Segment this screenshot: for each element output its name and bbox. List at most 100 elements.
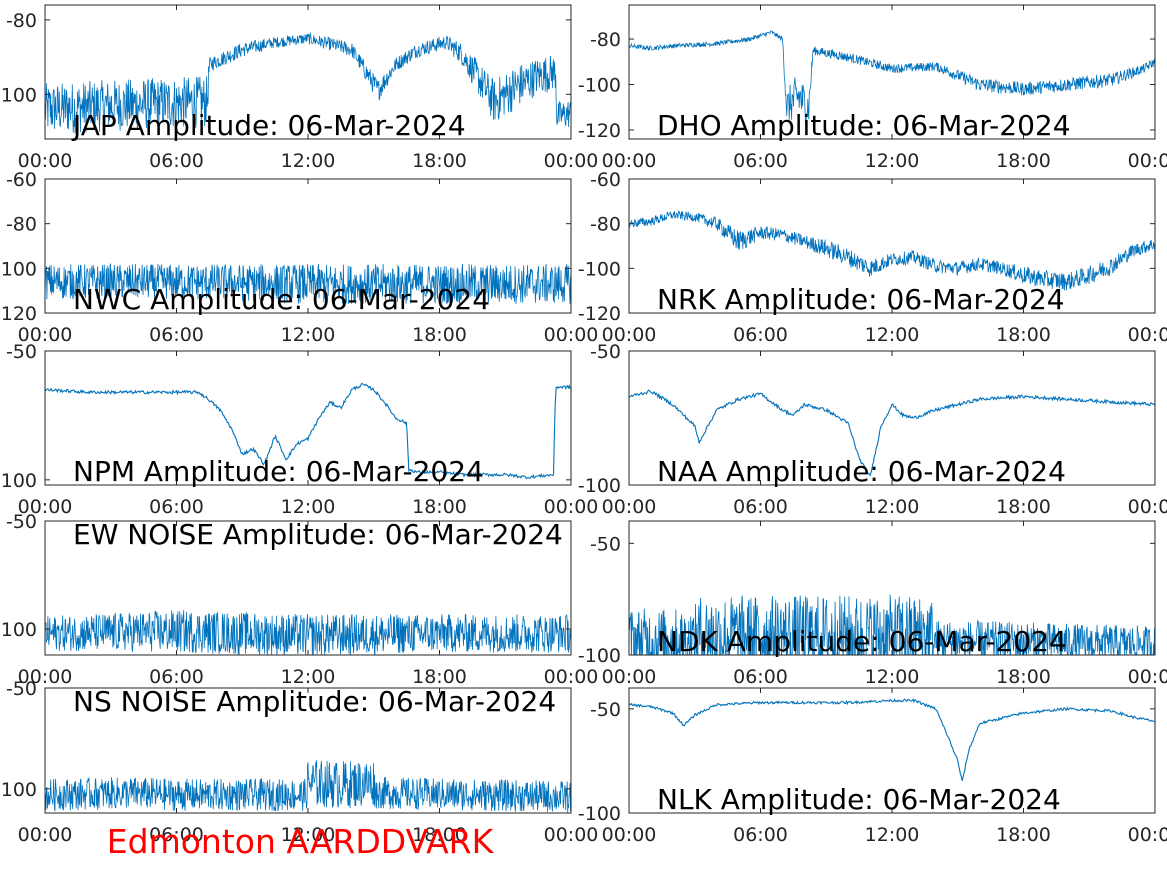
panel-title: JAP Amplitude: 06-Mar-2024 xyxy=(71,109,466,142)
x-tick-label: 12:00 xyxy=(281,324,336,346)
x-tick-label: 12:00 xyxy=(865,496,920,518)
x-tick-label: 00:00 xyxy=(602,824,657,846)
x-tick-label: 00:00 xyxy=(18,824,73,846)
x-tick-label: 00:00 xyxy=(602,150,657,172)
panel-title: NPM Amplitude: 06-Mar-2024 xyxy=(73,455,484,488)
x-tick-label: 18:00 xyxy=(412,150,467,172)
x-tick-label: 00:00 xyxy=(544,150,599,172)
y-tick-label: 100 xyxy=(1,84,37,106)
data-line xyxy=(629,698,1155,781)
data-line xyxy=(45,610,571,655)
x-tick-label: 00:00 xyxy=(602,496,657,518)
x-tick-label: 00:00 xyxy=(18,324,73,346)
x-tick-label: 06:00 xyxy=(149,324,204,346)
x-tick-label: 00:00 xyxy=(1128,666,1167,688)
panel-title: NDK Amplitude: 06-Mar-2024 xyxy=(657,625,1067,658)
y-tick-label: -100 xyxy=(578,258,621,280)
x-tick-label: 18:00 xyxy=(996,824,1051,846)
x-tick-label: 00:00 xyxy=(544,666,599,688)
x-tick-label: 12:00 xyxy=(865,824,920,846)
data-line xyxy=(629,389,1155,477)
panel-title: NWC Amplitude: 06-Mar-2024 xyxy=(73,283,490,316)
panel-title: NAA Amplitude: 06-Mar-2024 xyxy=(657,455,1066,488)
data-line xyxy=(45,262,571,305)
y-tick-label: 120 xyxy=(1,303,37,325)
x-tick-label: 12:00 xyxy=(865,324,920,346)
x-tick-label: 00:00 xyxy=(1128,150,1167,172)
x-tick-label: 18:00 xyxy=(412,324,467,346)
y-tick-label: -120 xyxy=(578,303,621,325)
panel-title: EW NOISE Amplitude: 06-Mar-2024 xyxy=(73,518,563,551)
x-tick-label: 00:00 xyxy=(544,824,599,846)
y-tick-label: -100 xyxy=(578,475,621,497)
station-label: Edmonton AARDDVARK xyxy=(107,822,495,861)
x-tick-label: 12:00 xyxy=(281,666,336,688)
x-tick-label: 18:00 xyxy=(412,824,467,846)
x-tick-label: 06:00 xyxy=(149,150,204,172)
x-tick-label: 18:00 xyxy=(996,496,1051,518)
x-tick-label: 00:00 xyxy=(602,324,657,346)
y-tick-label: -120 xyxy=(578,120,621,142)
x-tick-label: 00:00 xyxy=(1128,824,1167,846)
data-line xyxy=(629,210,1155,291)
x-tick-label: 06:00 xyxy=(733,666,788,688)
panel-nlk: 00:00 06:00 12:00 18:00 00:00 -50 -100 NLK Ampl… xyxy=(578,687,1167,846)
x-tick-label: 06:00 xyxy=(149,824,204,846)
panel-nwc: 00:00 06:00 12:00 18:00 00:00 -60 -80 100 120 NWC… xyxy=(1,169,599,346)
x-tick-label: 00:00 xyxy=(18,496,73,518)
x-tick-label: 00:00 xyxy=(544,496,599,518)
panel-nrk: 00:00 06:00 12:00 18:00 00:00 -60 -80 -100 -120 N… xyxy=(578,169,1167,346)
x-tick-label: 00:00 xyxy=(1128,324,1167,346)
y-tick-label: -50 xyxy=(6,678,37,700)
y-tick-label: -50 xyxy=(6,511,37,533)
x-tick-label: 18:00 xyxy=(996,324,1051,346)
x-tick-label: 00:00 xyxy=(602,666,657,688)
x-tick-label: 00:00 xyxy=(1128,496,1167,518)
data-line xyxy=(629,594,1155,655)
x-tick-label: 12:00 xyxy=(281,824,336,846)
panel-ndk: 00:00 06:00 12:00 18:00 00:00 -50 -100 NDK Ampl… xyxy=(578,520,1167,688)
x-tick-label: 12:00 xyxy=(865,666,920,688)
y-tick-label: 100 xyxy=(1,258,37,280)
x-tick-label: 12:00 xyxy=(281,496,336,518)
x-tick-label: 18:00 xyxy=(996,150,1051,172)
y-tick-label: -60 xyxy=(6,169,37,191)
y-tick-label: -100 xyxy=(578,74,621,96)
x-tick-label: 06:00 xyxy=(733,324,788,346)
y-tick-label: -50 xyxy=(590,699,621,721)
y-tick-label: -100 xyxy=(578,645,621,667)
x-tick-label: 12:00 xyxy=(865,150,920,172)
panel-naa: 00:00 06:00 12:00 18:00 00:00 -50 -100 NAA Ampl… xyxy=(578,341,1167,518)
x-tick-label: 06:00 xyxy=(733,824,788,846)
x-tick-label: 00:00 xyxy=(18,150,73,172)
y-tick-label: -50 xyxy=(6,341,37,363)
panel-title: DHO Amplitude: 06-Mar-2024 xyxy=(657,109,1071,142)
x-tick-label: 06:00 xyxy=(733,496,788,518)
y-tick-label: -60 xyxy=(590,169,621,191)
y-tick-label: 100 xyxy=(1,619,37,641)
x-tick-label: 06:00 xyxy=(149,496,204,518)
x-tick-label: 12:00 xyxy=(281,150,336,172)
panel-title: NS NOISE Amplitude: 06-Mar-2024 xyxy=(73,685,556,718)
y-tick-label: -50 xyxy=(590,341,621,363)
panel-title: NRK Amplitude: 06-Mar-2024 xyxy=(657,283,1065,316)
y-tick-label: -100 xyxy=(578,803,621,825)
x-tick-label: 00:00 xyxy=(18,666,73,688)
panel-npm: 00:00 06:00 12:00 18:00 00:00 -50 100 NPM Ampli… xyxy=(1,341,599,518)
panel-ew-noise: 00:00 06:00 12:00 18:00 00:00 -50 100 EW NOISE … xyxy=(1,511,599,688)
data-line xyxy=(45,31,571,134)
panel-ns-noise: 00:00 06:00 12:00 18:00 00:00 -50 100 NS NOISE … xyxy=(1,678,599,846)
y-tick-label: -80 xyxy=(590,29,621,51)
x-tick-label: 06:00 xyxy=(149,666,204,688)
data-line xyxy=(45,383,571,480)
x-tick-label: 18:00 xyxy=(412,496,467,518)
panel-jap: 00:00 06:00 12:00 18:00 00:00 -80 100 JAP Ampli… xyxy=(1,4,599,172)
y-tick-label: 100 xyxy=(1,470,37,492)
y-tick-label: -80 xyxy=(590,214,621,236)
y-tick-label: -50 xyxy=(590,533,621,555)
y-tick-label: -80 xyxy=(6,10,37,32)
panel-title: NLK Amplitude: 06-Mar-2024 xyxy=(657,783,1061,816)
x-tick-label: 00:00 xyxy=(544,324,599,346)
x-tick-label: 06:00 xyxy=(733,150,788,172)
